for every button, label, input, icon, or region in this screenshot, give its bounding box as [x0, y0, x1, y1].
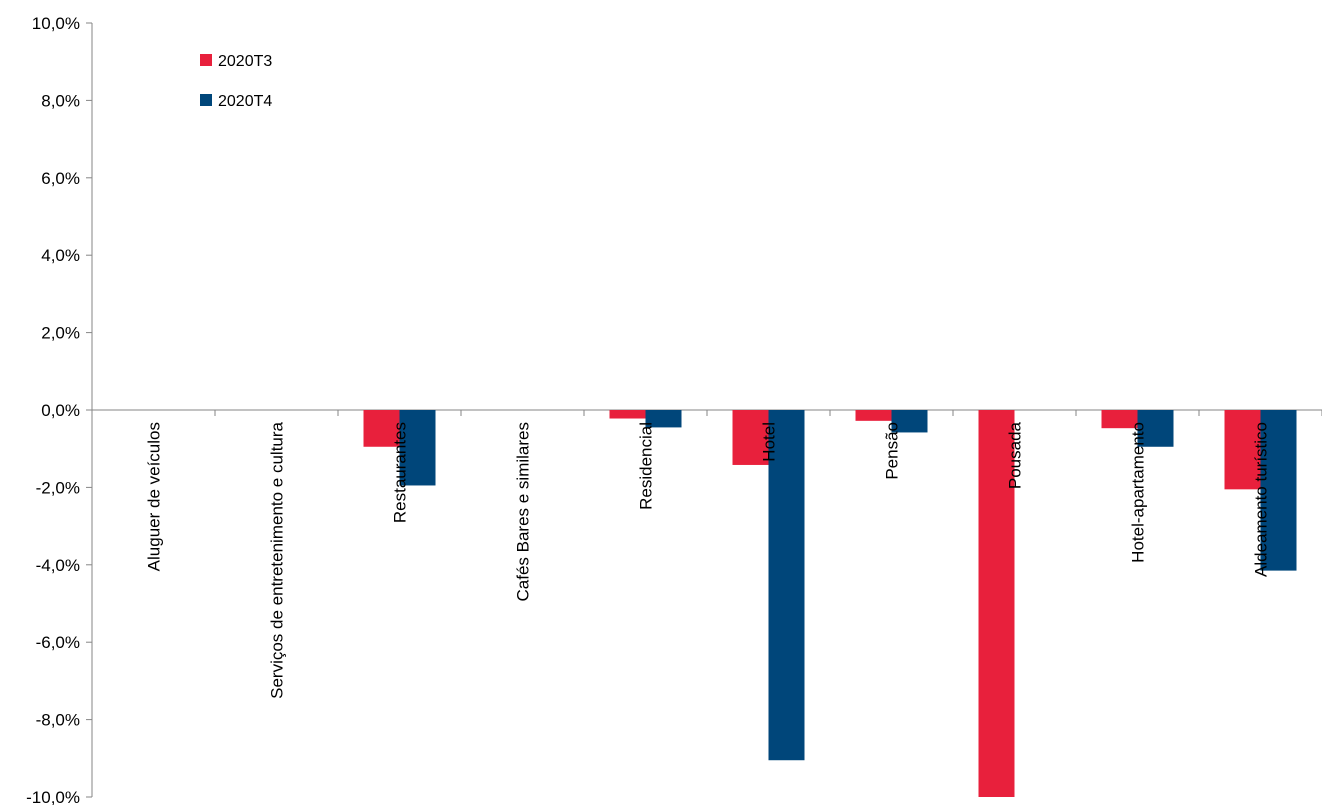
category-label: Aldeamento turístico: [1252, 422, 1271, 577]
category-labels: Aluguer de veículos Serviços de entreteni…: [145, 421, 1271, 698]
y-tick-label: -8,0%: [36, 711, 80, 730]
legend-label: 2020T4: [218, 93, 272, 110]
chart-axes: 10,0% 8,0% 6,0% 4,0% 2,0% 0,0% -2,0% -4,0% -6,0%…: [26, 14, 1322, 805]
bar: [363, 410, 400, 447]
category-label: Restaurantes: [391, 422, 410, 523]
category-label: Pousada: [1006, 421, 1025, 489]
legend: 2020T3 2020T4: [200, 53, 272, 110]
bar: [978, 410, 1015, 797]
legend-swatch: [200, 94, 212, 106]
y-tick-label: 2,0%: [41, 324, 80, 343]
category-label: Hotel-apartamento: [1129, 422, 1148, 563]
bar: [855, 410, 892, 421]
bar: [732, 410, 769, 465]
legend-swatch: [200, 54, 212, 66]
category-label: Pensão: [883, 422, 902, 480]
chart-bars: [363, 410, 1297, 797]
bar: [891, 410, 928, 433]
bar: [1101, 410, 1138, 429]
y-tick-label: 4,0%: [41, 246, 80, 265]
category-label: Cafés Bares e similares: [514, 422, 533, 602]
category-label: Residencial: [637, 422, 656, 510]
y-tick-label: -6,0%: [36, 633, 80, 652]
category-label: Hotel: [760, 422, 779, 462]
y-tick-label: -10,0%: [26, 788, 80, 805]
category-label: Serviços de entretenimento e cultura: [268, 421, 287, 698]
y-tick-label: 8,0%: [41, 91, 80, 110]
y-tick-label: 10,0%: [32, 14, 80, 33]
legend-label: 2020T3: [218, 53, 272, 70]
bar: [609, 410, 646, 419]
bar: [1137, 410, 1174, 447]
bar: [768, 410, 805, 761]
bar: [399, 410, 436, 486]
y-tick-label: -2,0%: [36, 478, 80, 497]
y-tick-label: 6,0%: [41, 169, 80, 188]
bar: [1260, 410, 1297, 571]
y-tick-label: 0,0%: [41, 401, 80, 420]
bar: [1224, 410, 1261, 490]
y-tick-label: -4,0%: [36, 556, 80, 575]
category-label: Aluguer de veículos: [145, 422, 164, 571]
bar: [645, 410, 682, 428]
